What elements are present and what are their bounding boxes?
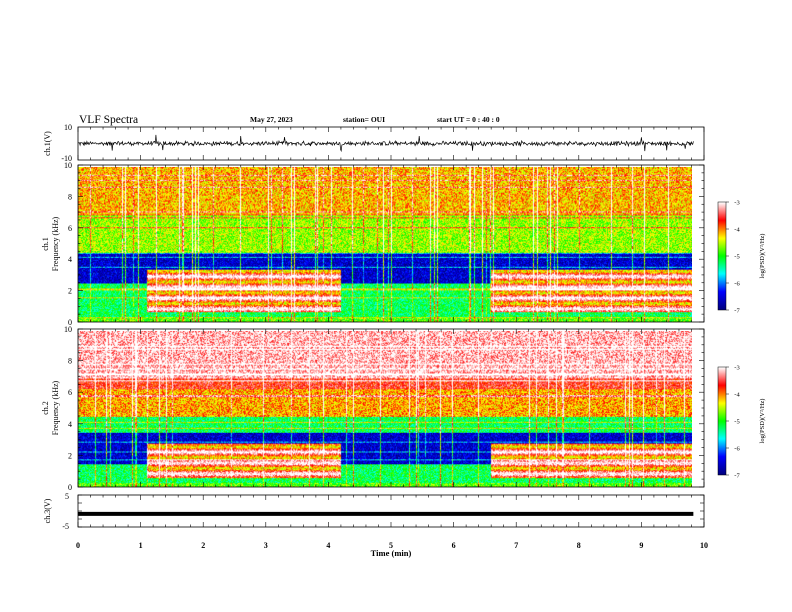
- ch2-spectrogram-panel: 0 2 4 6 8 10 ch.2 Frequency (kHz): [41, 325, 705, 492]
- time-ticklabel: 10: [700, 541, 708, 550]
- colorbar-ticklabel: -6: [734, 446, 740, 453]
- freq-ticklabel: 2: [68, 451, 72, 460]
- ch2-spectrogram-image: [78, 331, 692, 487]
- ch3-ytick-top: 5: [65, 492, 69, 501]
- ch1-spectrogram-image: [78, 167, 692, 322]
- ch1-ylabel: ch.1(V): [43, 131, 52, 156]
- freq-ticklabel: 10: [64, 161, 72, 170]
- ch1-spectrogram-panel: 0 2 4 6 8 10 ch.1 Frequency (kHz): [41, 161, 705, 327]
- time-ticklabel: 9: [639, 541, 643, 550]
- ch3-ylabel: ch.3(V): [43, 498, 52, 523]
- freq-ticklabel: 4: [68, 255, 72, 264]
- ch1-colorbar-ticks: -3 -4 -5 -6 -7: [726, 200, 740, 315]
- time-ticklabel: 8: [577, 541, 581, 550]
- freq-ticklabel: 0: [68, 318, 72, 327]
- ch1-ytick-top: 10: [64, 123, 72, 132]
- ch1-ytick-bottom: -10: [61, 154, 72, 163]
- time-ticklabel: 6: [452, 541, 456, 550]
- freq-ticklabel: 0: [68, 483, 72, 492]
- time-ticklabel: 5: [389, 541, 393, 550]
- time-ticklabel: 2: [201, 541, 205, 550]
- ch2-colorbar: -3 -4 -5 -6 -7 log(PSD)(V²/Hz): [717, 365, 766, 480]
- time-ticklabel: 0: [76, 541, 80, 550]
- freq-ticklabel: 10: [64, 325, 72, 334]
- colorbar-ticklabel: -6: [734, 281, 740, 288]
- colorbar-ticklabel: -5: [734, 419, 739, 426]
- freq-ticklabel: 8: [68, 357, 72, 366]
- ch2-colorbar-label: log(PSD)(V²/Hz): [759, 399, 766, 444]
- ch2-colorbar-gradient: [718, 367, 726, 475]
- ch1-spec-ylabel: ch.1: [41, 237, 50, 251]
- ch3-ytick-bottom: -5: [62, 522, 69, 531]
- figure-title: VLF Spectra: [79, 114, 138, 126]
- time-axis-ticks: [77, 127, 705, 528]
- time-ticklabel: 3: [264, 541, 268, 550]
- ch2-spec-ylabel: ch.2: [41, 401, 50, 415]
- time-ticklabel: 7: [514, 541, 518, 550]
- station-label: station= OUI: [343, 115, 385, 124]
- freq-ticklabel: 4: [68, 420, 72, 429]
- freq-ticklabel: 8: [68, 192, 72, 201]
- colorbar-ticklabel: -3: [734, 200, 739, 207]
- time-axis-ticklabels: 0 1 2 3 4 5 6 7 8 9 10: [76, 541, 708, 550]
- time-ticklabel: 4: [326, 541, 330, 550]
- time-axis-label: Time (min): [371, 548, 412, 558]
- freq-ticklabel: 2: [68, 287, 72, 296]
- ch1-waveform-trace: [77, 134, 694, 153]
- start-time-label: start UT = 0 : 40 : 0: [437, 115, 500, 124]
- ch2-spectrogram-yticks: 0 2 4 6 8 10: [64, 325, 704, 492]
- time-ticklabel: 1: [139, 541, 143, 550]
- colorbar-ticklabel: -5: [734, 254, 739, 261]
- colorbar-ticklabel: -7: [734, 473, 740, 480]
- freq-ticklabel: 6: [68, 224, 72, 233]
- colorbar-ticklabel: -3: [734, 365, 739, 372]
- freq-ticklabel: 6: [68, 388, 72, 397]
- ch1-colorbar-gradient: [718, 202, 726, 310]
- colorbar-ticklabel: -4: [734, 227, 740, 234]
- ch1-spec-ylabel-freq: Frequency (kHz): [51, 216, 60, 271]
- colorbar-ticklabel: -4: [734, 392, 740, 399]
- ch1-waveform-panel: 10 -10 ch.1(V): [43, 123, 705, 163]
- ch3-waveform-panel: 5 -5 ch.3(V): [43, 492, 705, 531]
- colorbar-ticklabel: -7: [734, 308, 740, 315]
- ch2-spec-ylabel-freq: Frequency (kHz): [51, 380, 60, 435]
- ch1-spectrogram-yticks: 0 2 4 6 8 10: [64, 161, 704, 327]
- ch2-colorbar-ticks: -3 -4 -5 -6 -7: [726, 365, 740, 480]
- ch1-colorbar-label: log(PSD)(V²/Hz): [759, 234, 766, 279]
- ch1-colorbar: -3 -4 -5 -6 -7 log(PSD)(V²/Hz): [717, 200, 766, 315]
- date-label: May 27, 2023: [250, 115, 293, 124]
